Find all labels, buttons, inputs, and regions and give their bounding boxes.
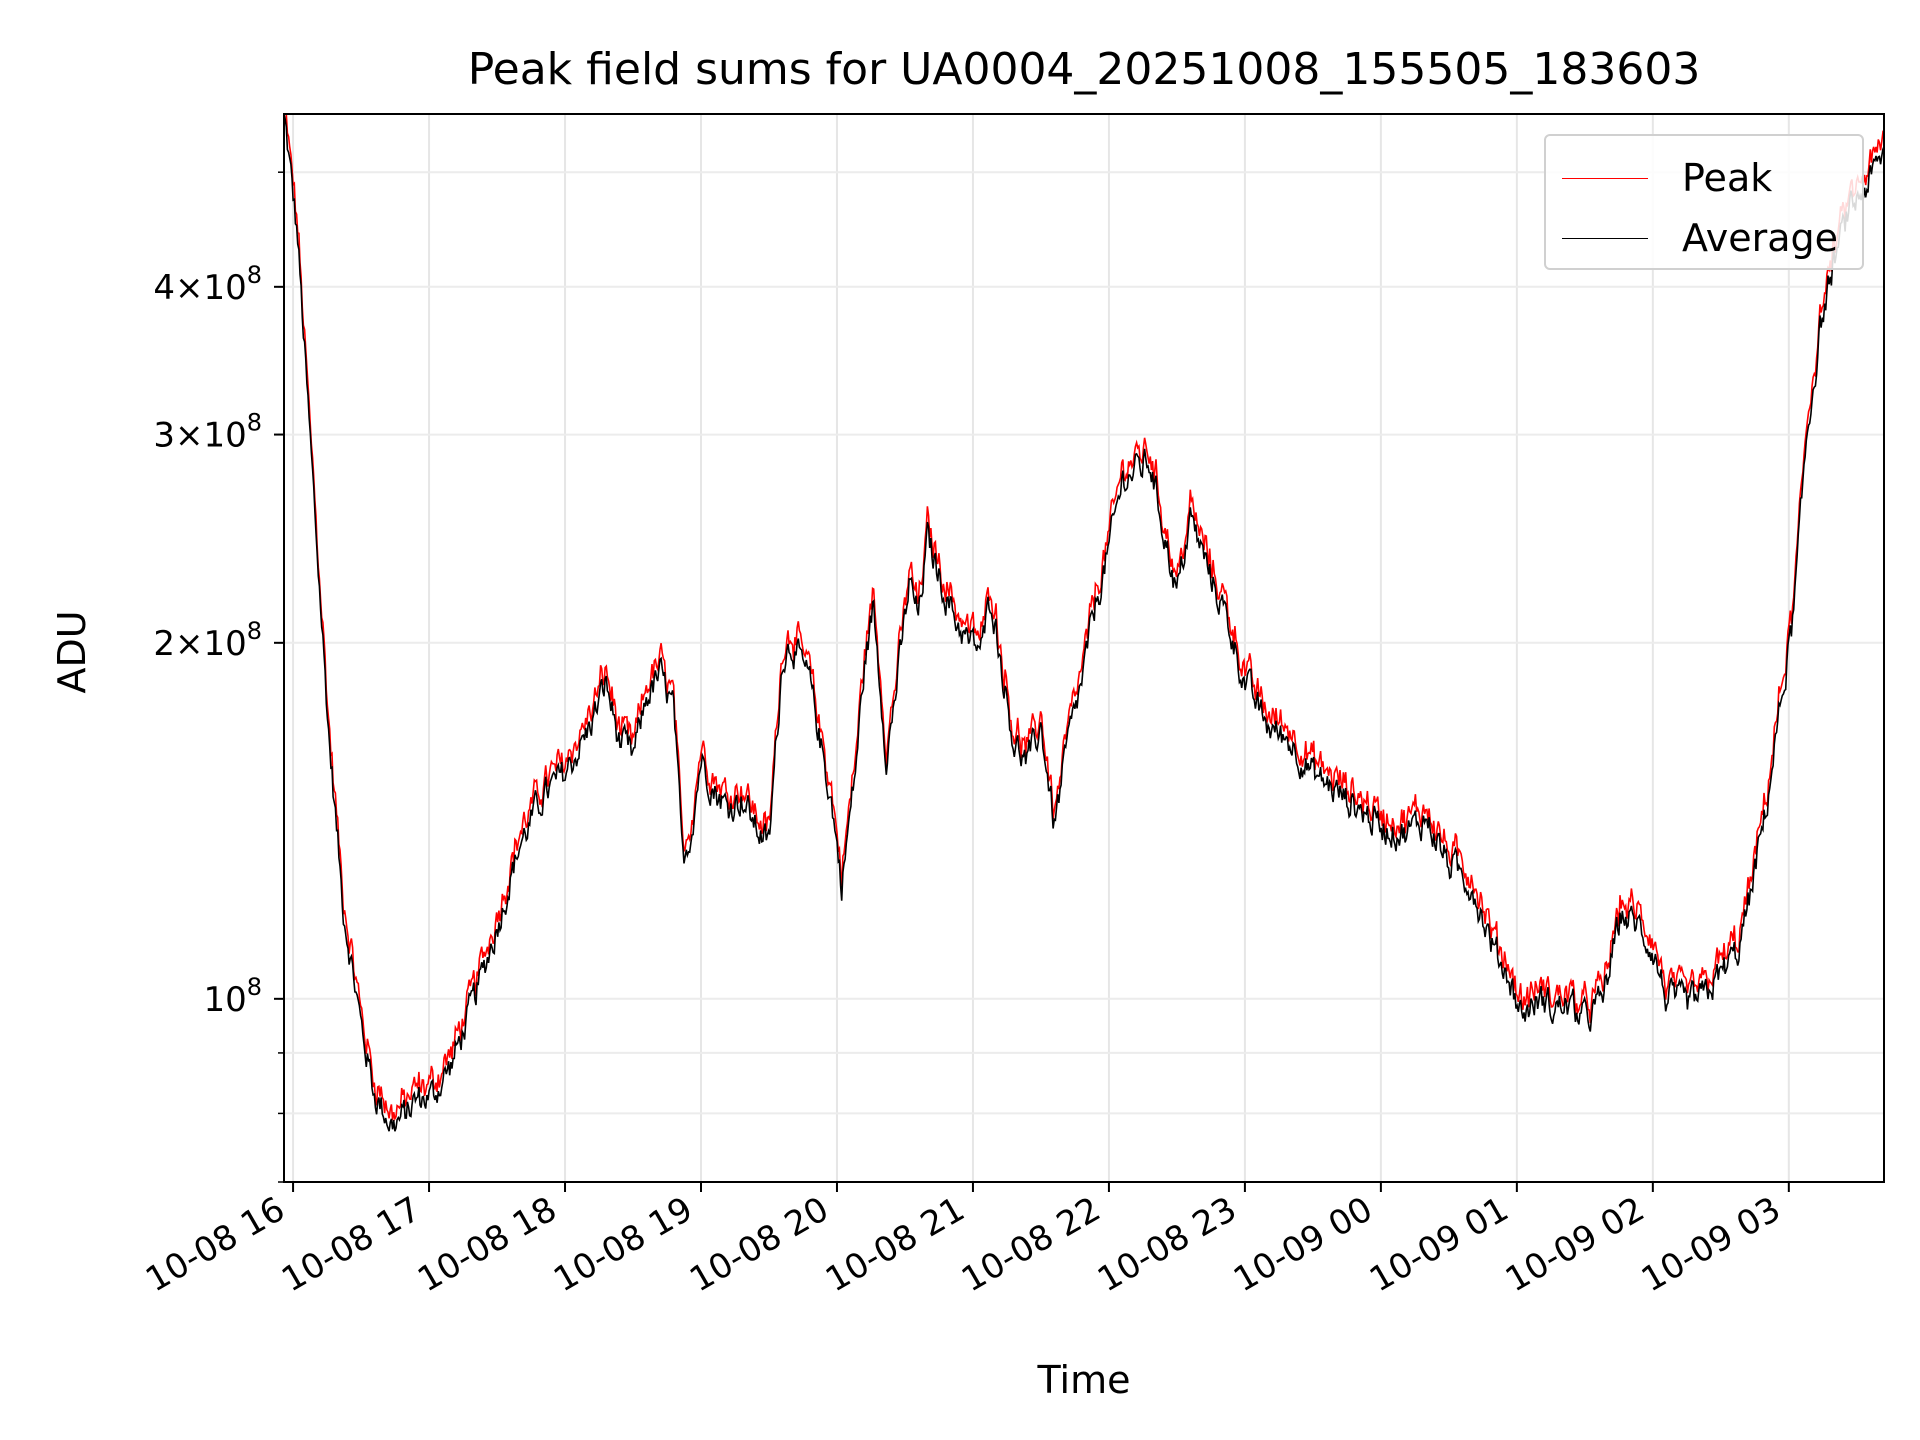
x-tick-label: 10-09 00 bbox=[1227, 1189, 1379, 1300]
legend-item-peak: Peak bbox=[1562, 156, 1773, 200]
y-axis: 108 2×108 3×108 4×108 bbox=[153, 171, 284, 1183]
y-tick-label: 2×108 bbox=[153, 617, 262, 664]
plot-frame bbox=[283, 113, 1885, 1183]
x-tick-label: 10-08 16 bbox=[139, 1189, 291, 1300]
x-tick-label: 10-08 22 bbox=[955, 1189, 1107, 1300]
y-tick-label: 3×108 bbox=[153, 409, 262, 456]
y-tick-label: 4×108 bbox=[153, 261, 262, 308]
series-line-average bbox=[283, 113, 1885, 1132]
legend-label-average: Average bbox=[1682, 216, 1839, 260]
chart-title: Peak field sums for UA0004_20251008_1555… bbox=[467, 44, 1701, 95]
x-tick-label: 10-09 01 bbox=[1363, 1189, 1515, 1300]
y-axis-label: ADU bbox=[50, 610, 94, 694]
legend-label-peak: Peak bbox=[1682, 156, 1773, 200]
x-tick-label: 10-09 03 bbox=[1635, 1189, 1787, 1300]
x-tick-label: 10-08 18 bbox=[411, 1189, 563, 1300]
x-tick-label: 10-08 19 bbox=[547, 1189, 699, 1300]
x-tick-label: 10-08 20 bbox=[683, 1189, 835, 1300]
legend-item-average: Average bbox=[1562, 216, 1839, 260]
x-tick-label: 10-08 21 bbox=[819, 1189, 971, 1300]
legend-swatch-average bbox=[1562, 237, 1648, 239]
x-tick-label: 10-09 02 bbox=[1499, 1189, 1651, 1300]
legend-swatch-peak bbox=[1562, 177, 1648, 179]
y-tick-label: 108 bbox=[203, 973, 262, 1020]
plot-lines bbox=[283, 113, 1885, 1132]
legend: Peak Average bbox=[1544, 134, 1864, 270]
series-line-peak bbox=[284, 113, 1885, 1121]
x-tick-label: 10-08 17 bbox=[275, 1189, 427, 1300]
x-tick-label: 10-08 23 bbox=[1091, 1189, 1243, 1300]
x-axis-label: Time bbox=[1037, 1358, 1131, 1402]
